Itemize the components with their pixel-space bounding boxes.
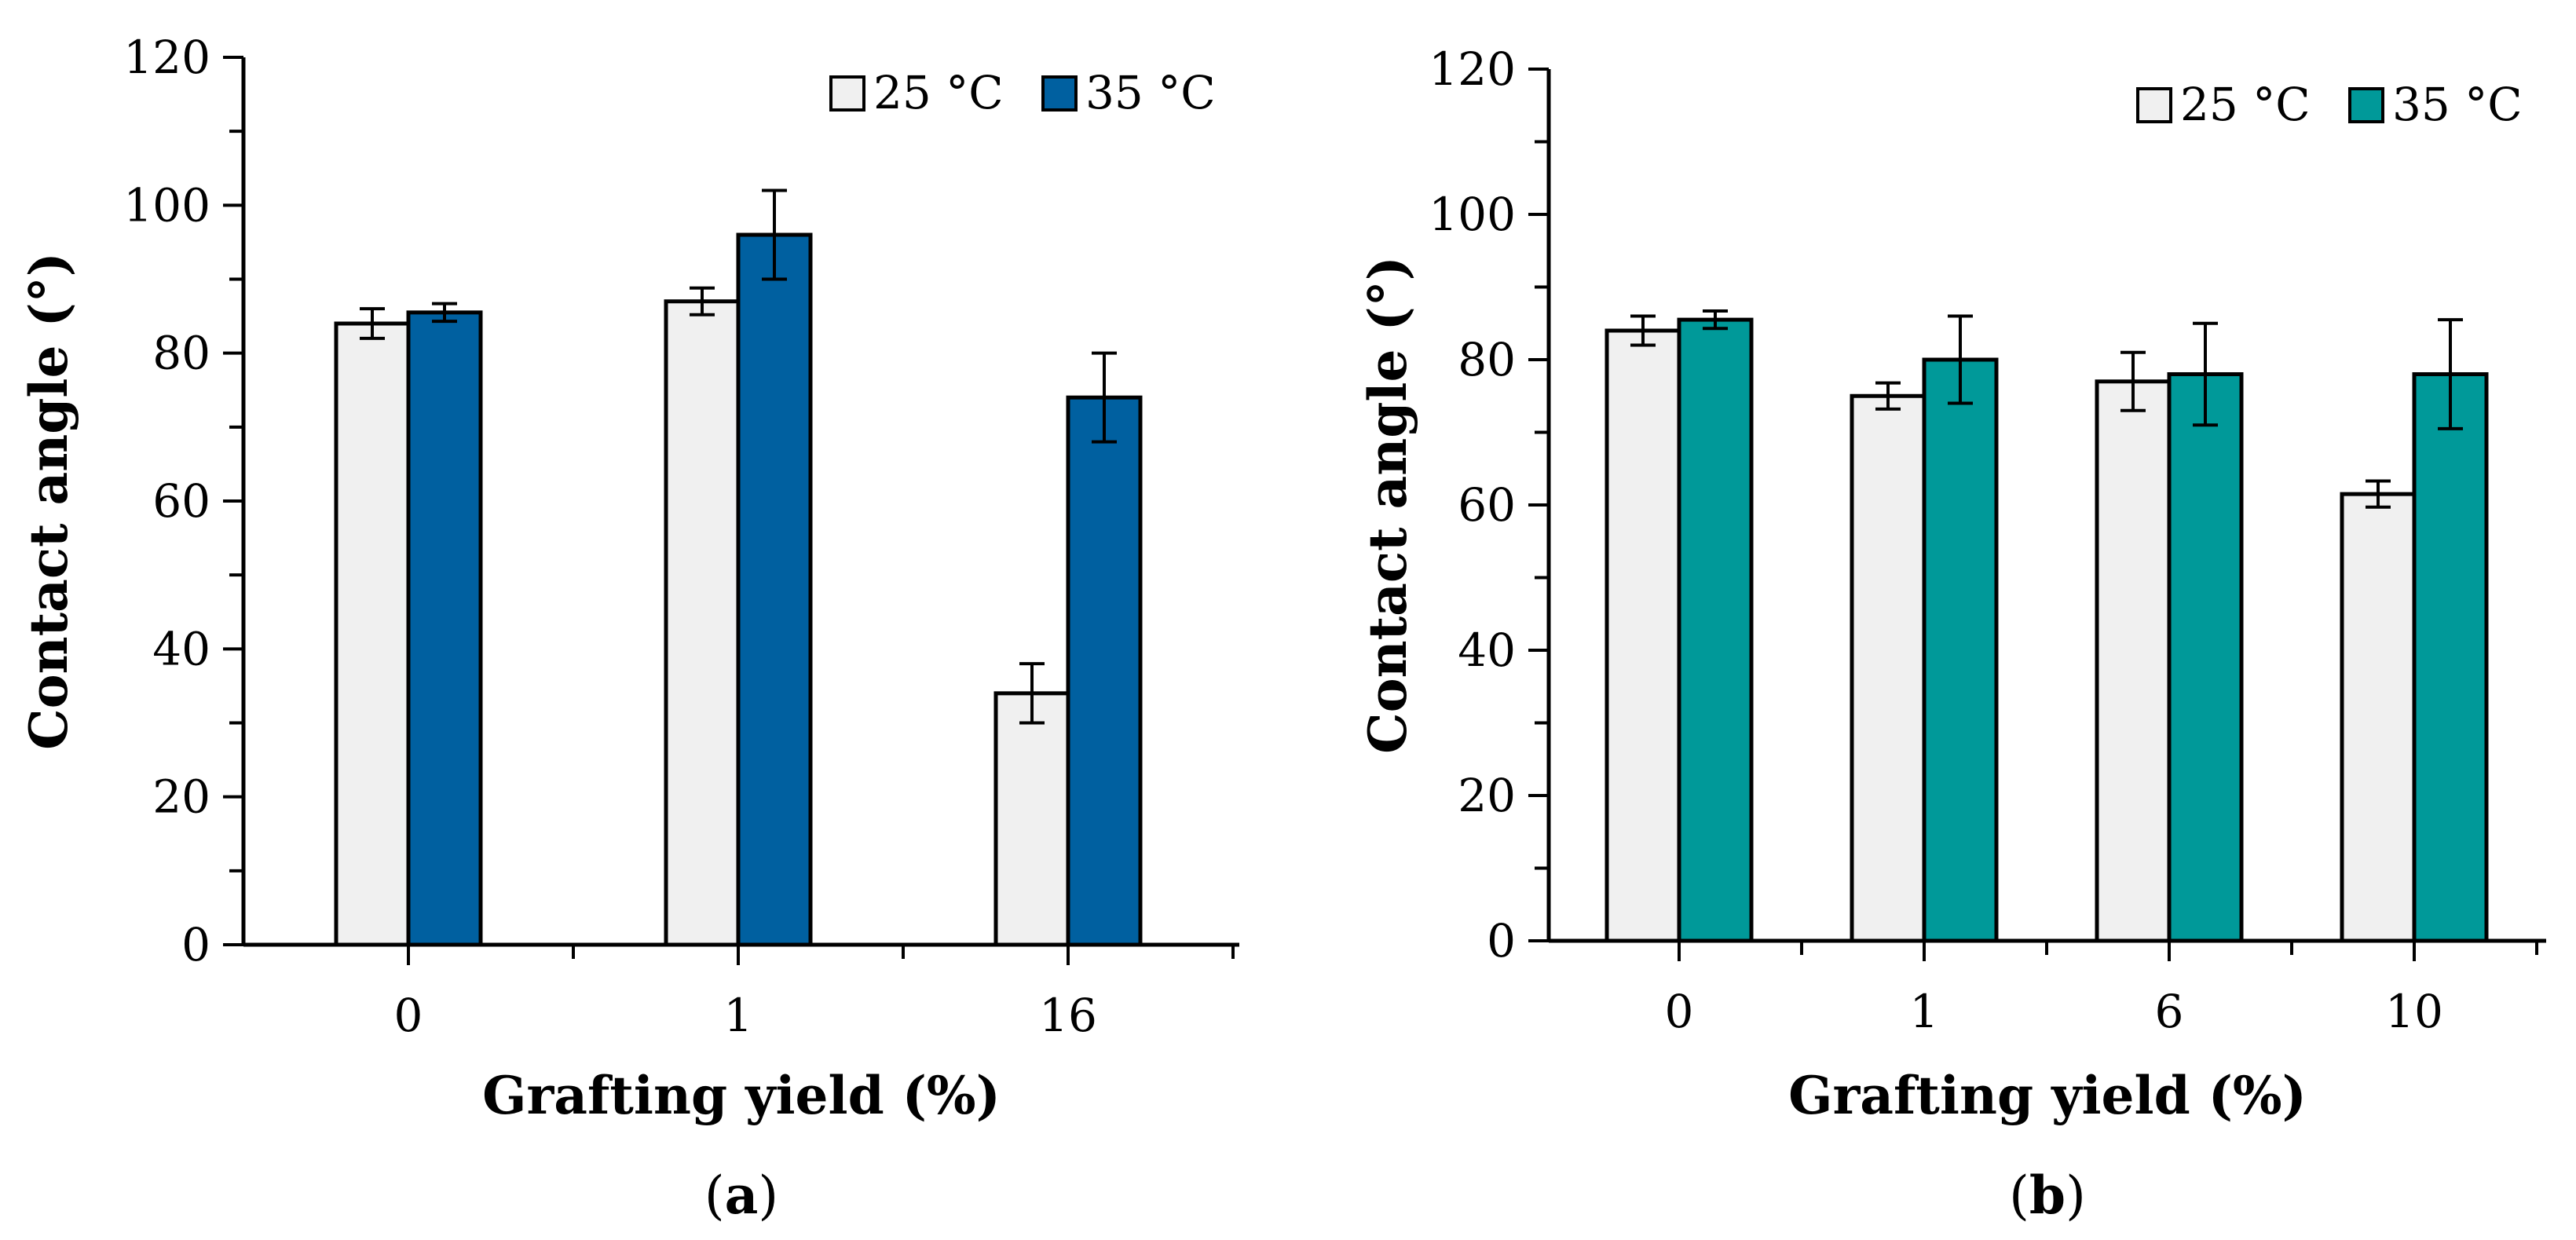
bar-25c-0 bbox=[1605, 328, 1681, 943]
y-tick-label: 0 bbox=[181, 918, 210, 971]
y-tick-label: 100 bbox=[1429, 188, 1516, 241]
y-tick-label: 120 bbox=[123, 31, 210, 84]
y-tick-label: 80 bbox=[1458, 333, 1516, 386]
legend-swatch-1 bbox=[2136, 87, 2172, 123]
x-tick-label: 1 bbox=[1910, 985, 1939, 1038]
bar-25c-16 bbox=[993, 691, 1070, 947]
legend-label-2: 35 °C bbox=[1085, 66, 1216, 119]
x-axis-title: Grafting yield (%) bbox=[1788, 1065, 2307, 1126]
y-axis-title: Contact angle (°) bbox=[18, 252, 79, 750]
panel-label-open: ( bbox=[704, 1165, 725, 1226]
bar-25c-1 bbox=[664, 299, 741, 947]
y-tick-label: 100 bbox=[123, 178, 210, 232]
bar-35c-6 bbox=[2167, 372, 2244, 943]
y-tick-label: 60 bbox=[1458, 478, 1516, 532]
y-tick-label: 120 bbox=[1429, 42, 1516, 96]
y-tick-label: 40 bbox=[1458, 624, 1516, 677]
y-axis-title: Contact angle (°) bbox=[1357, 256, 1418, 754]
y-tick-label: 20 bbox=[152, 770, 210, 824]
bar-35c-16 bbox=[1066, 395, 1143, 947]
bar-35c-10 bbox=[2412, 372, 2489, 943]
legend-swatch-2 bbox=[1041, 75, 1078, 112]
chart-b: 0 20 40 60 80 100 120 0 1 6 10 25 °C 35 °C Contact an… bbox=[1357, 42, 2546, 1226]
bar-35c-1 bbox=[736, 232, 813, 947]
legend-label-1: 25 °C bbox=[873, 66, 1004, 119]
panel-letter: b bbox=[2029, 1165, 2066, 1226]
x-tick-label: 0 bbox=[394, 989, 423, 1042]
legend-swatch-1 bbox=[829, 75, 865, 112]
panel-label-open: ( bbox=[2009, 1165, 2029, 1226]
y-tick-label: 40 bbox=[152, 622, 210, 675]
panel-label-close: ) bbox=[2066, 1165, 2086, 1226]
x-tick-label: 0 bbox=[1665, 985, 1694, 1038]
panel-label-close: ) bbox=[758, 1165, 778, 1226]
x-tick-label: 10 bbox=[2385, 985, 2443, 1038]
bar-25c-10 bbox=[2340, 492, 2417, 943]
panel-label: (b) bbox=[2009, 1165, 2086, 1226]
x-axis-title: Grafting yield (%) bbox=[482, 1065, 1001, 1126]
chart-a: 0 20 40 60 80 100 120 0 1 16 25 °C 35 °C Contact ang… bbox=[18, 31, 1239, 1226]
bar-35c-0 bbox=[406, 310, 483, 947]
y-tick-label: 60 bbox=[152, 474, 210, 528]
x-tick-label: 6 bbox=[2155, 985, 2184, 1038]
bar-25c-1 bbox=[1850, 393, 1927, 943]
panel-letter: a bbox=[725, 1165, 759, 1226]
x-tick-label: 1 bbox=[724, 989, 753, 1042]
x-tick-label: 16 bbox=[1039, 989, 1097, 1042]
legend-swatch-2 bbox=[2348, 87, 2384, 123]
legend-label-2: 35 °C bbox=[2392, 78, 2523, 131]
bar-35c-0 bbox=[1677, 317, 1754, 943]
bar-35c-1 bbox=[1922, 357, 1999, 943]
bar-25c-6 bbox=[2095, 379, 2172, 943]
bar-25c-0 bbox=[334, 321, 411, 947]
y-tick-label: 20 bbox=[1458, 769, 1516, 822]
legend-label-1: 25 °C bbox=[2180, 78, 2311, 131]
panel-label: (a) bbox=[704, 1165, 778, 1226]
y-tick-label: 0 bbox=[1487, 914, 1516, 967]
y-tick-label: 80 bbox=[152, 327, 210, 380]
